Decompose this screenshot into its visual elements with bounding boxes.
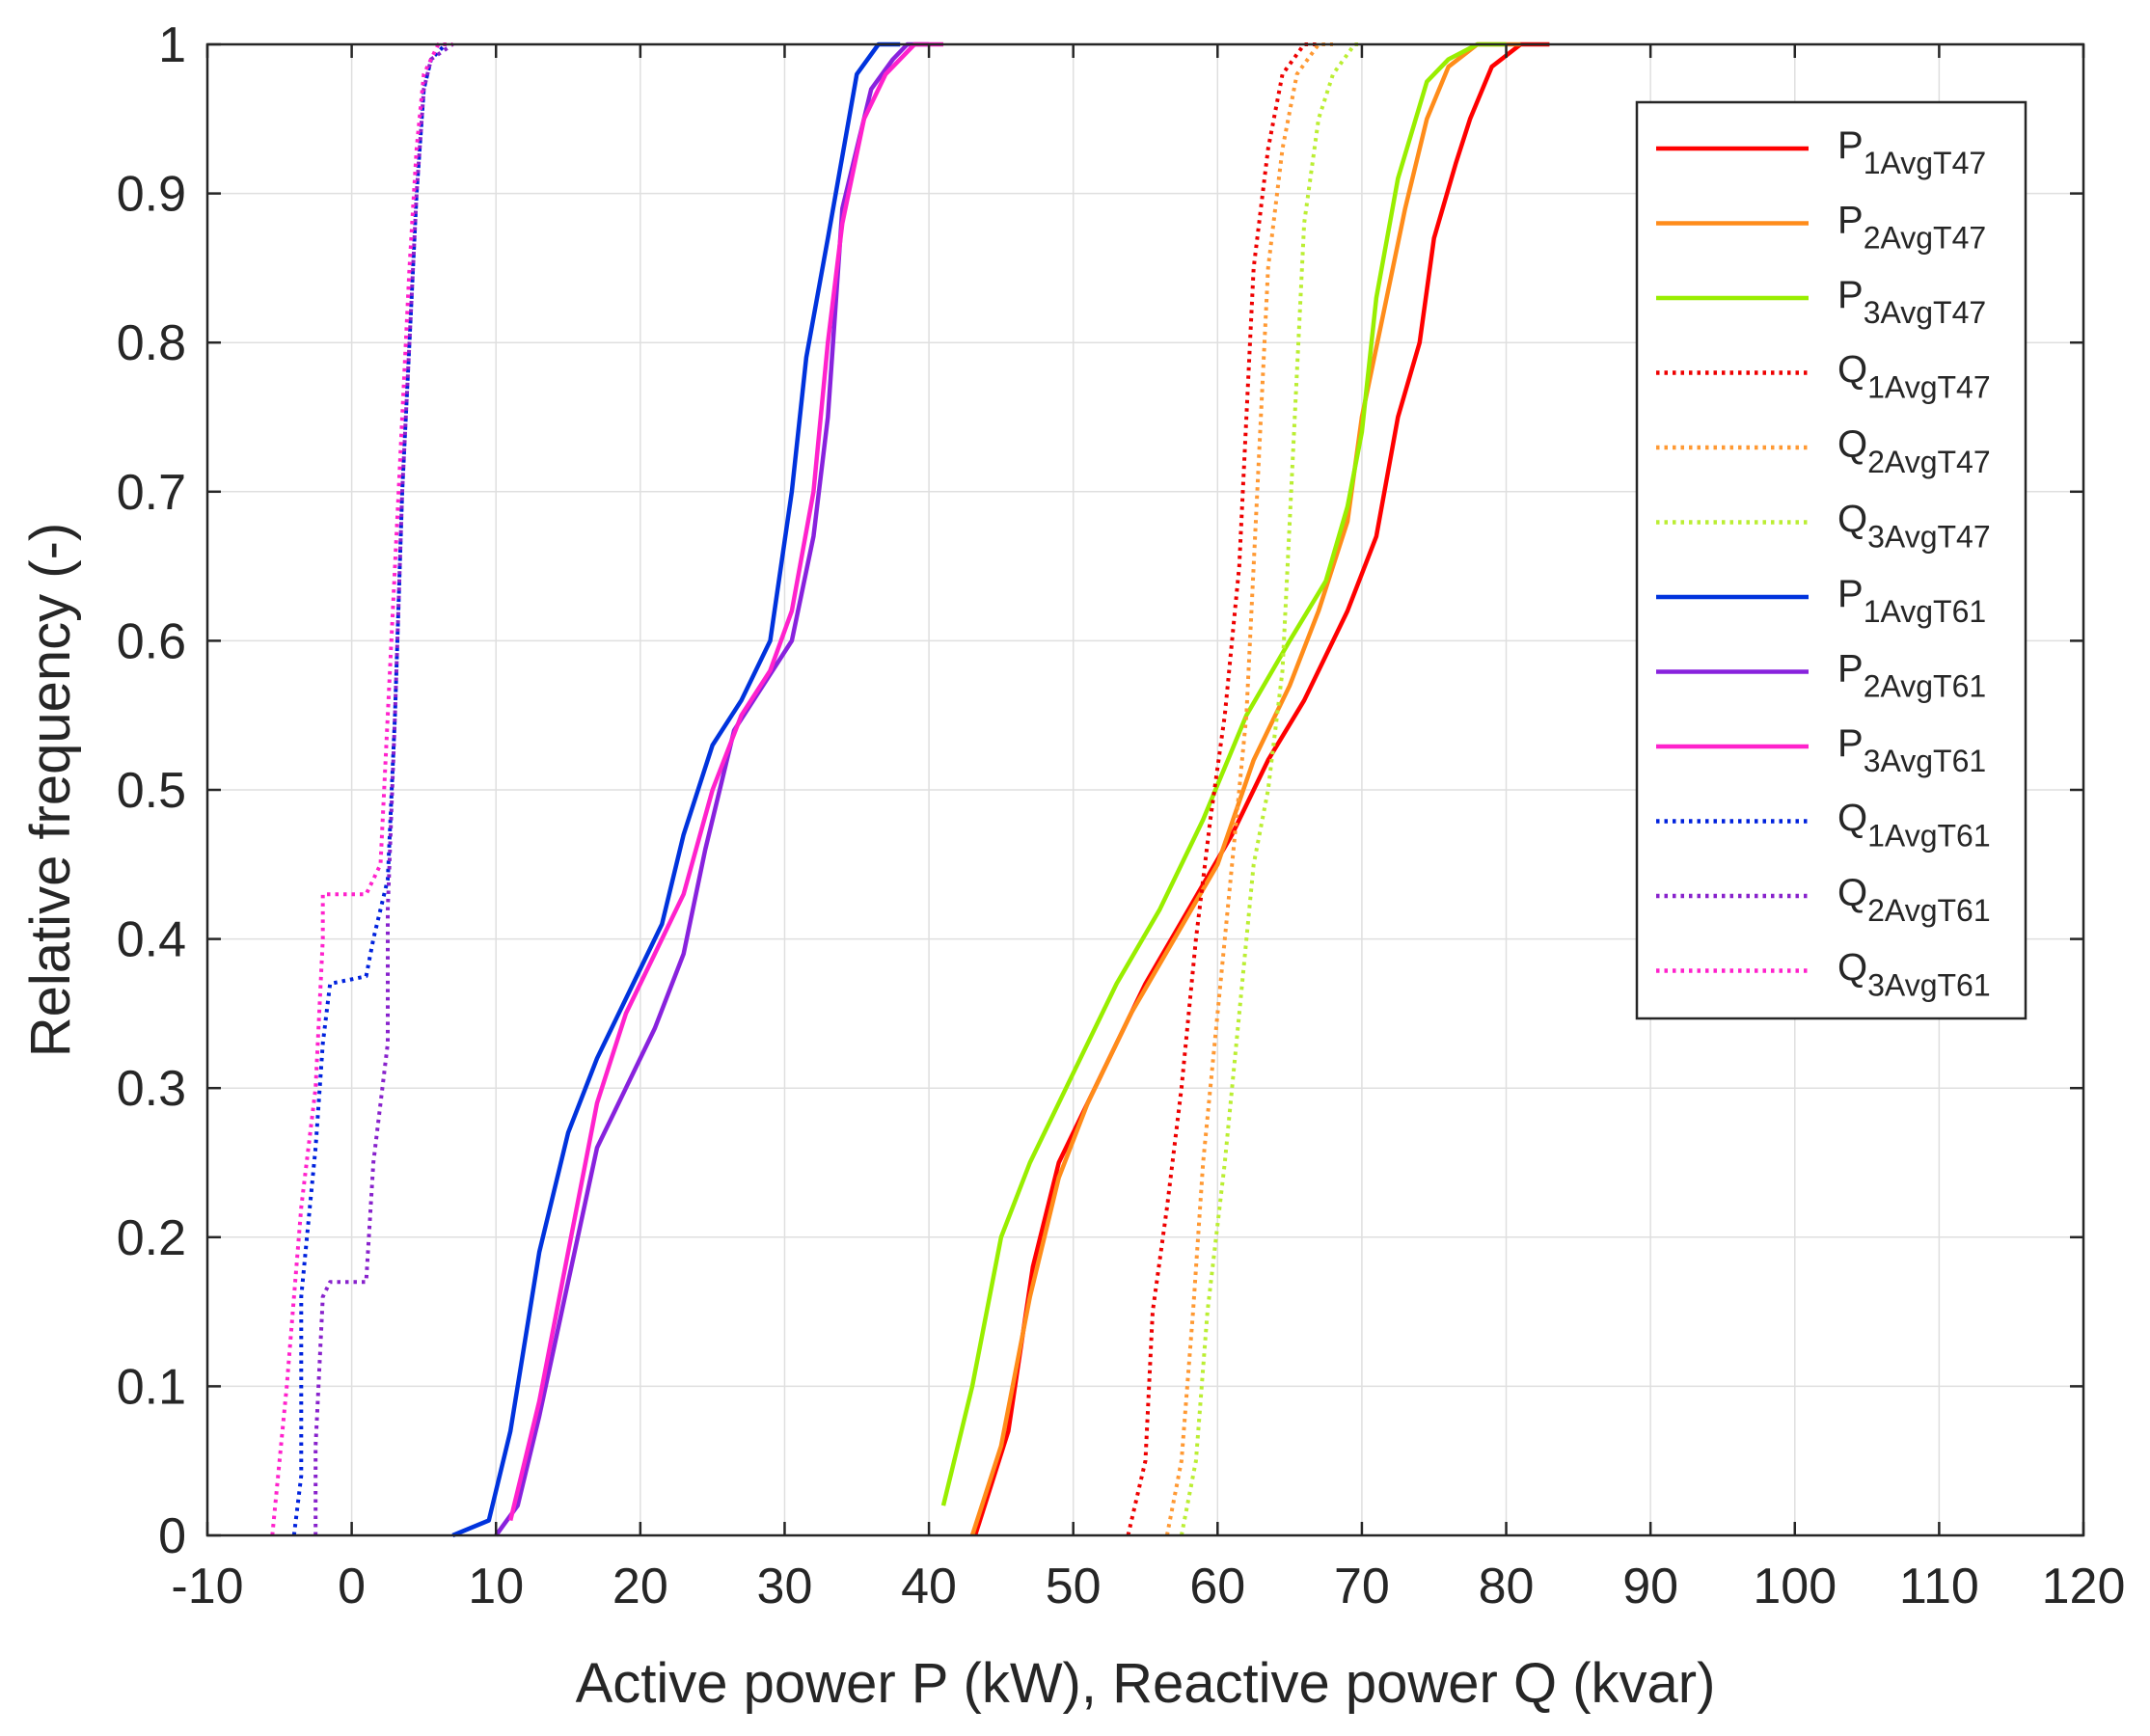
series-p1-avg-t47 bbox=[972, 41, 1550, 1536]
x-tick-label: 110 bbox=[1899, 1559, 1979, 1614]
x-tick-label: 40 bbox=[901, 1559, 957, 1614]
series-layer bbox=[270, 41, 1550, 1538]
legend-label-p3-avg-t47: P3AvgT47 bbox=[1837, 274, 1986, 330]
x-tick-label: 30 bbox=[757, 1559, 813, 1614]
legend-label-q1-avg-t61: Q1AvgT61 bbox=[1837, 798, 1991, 854]
legend-label-q3-avg-t47: Q3AvgT47 bbox=[1837, 499, 1991, 555]
y-tick-label: 0.8 bbox=[117, 315, 186, 371]
legend-label-p2-avg-t61: P2AvgT61 bbox=[1837, 648, 1986, 704]
y-tick-label: 0.9 bbox=[117, 167, 186, 223]
y-tick-label: 1 bbox=[158, 17, 186, 73]
y-tick-label: 0.1 bbox=[117, 1359, 186, 1415]
x-tick-label: 70 bbox=[1334, 1559, 1390, 1614]
tick-labels: -10 0 10 20 30 40 50 60 70 80 90 100 110 12000.10.20.… bbox=[117, 17, 2126, 1614]
y-axis-label: Relative frequency (-) bbox=[19, 523, 82, 1057]
series-q1-avg-t61 bbox=[291, 42, 448, 1536]
legend-label-p1-avg-t61: P1AvgT61 bbox=[1837, 573, 1986, 629]
legend-label-q2-avg-t47: Q2AvgT47 bbox=[1837, 423, 1991, 479]
y-tick-label: 0.2 bbox=[117, 1210, 186, 1266]
series-q3-avg-t47 bbox=[1179, 42, 1362, 1536]
series-q1-avg-t47 bbox=[1126, 42, 1319, 1536]
legend: P1AvgT47 P2AvgT47 P3AvgT47 Q1AvgT47 Q2AvgT47… bbox=[1635, 100, 2028, 1020]
series-p2-avg-t47 bbox=[969, 41, 1521, 1536]
legend-label-q3-avg-t61: Q3AvgT61 bbox=[1837, 947, 1991, 1003]
y-tick-label: 0.6 bbox=[117, 613, 186, 669]
y-tick-label: 0.5 bbox=[117, 763, 186, 819]
legend-label-p3-avg-t61: P3AvgT61 bbox=[1837, 722, 1986, 778]
x-tick-label: 60 bbox=[1189, 1559, 1245, 1614]
x-tick-label: 80 bbox=[1479, 1559, 1535, 1614]
x-tick-label: 90 bbox=[1622, 1559, 1678, 1614]
legend-label-p1-avg-t47: P1AvgT47 bbox=[1837, 124, 1986, 180]
x-tick-label: 0 bbox=[338, 1559, 366, 1614]
y-tick-label: 0.4 bbox=[117, 912, 186, 968]
x-tick-label: 120 bbox=[2042, 1559, 2126, 1614]
x-tick-label: 100 bbox=[1753, 1559, 1837, 1614]
y-tick-label: 0.7 bbox=[117, 465, 186, 521]
ticks bbox=[205, 42, 2085, 1537]
legend-label-q2-avg-t61: Q2AvgT61 bbox=[1837, 872, 1991, 928]
y-tick-label: 0 bbox=[158, 1508, 186, 1564]
x-tick-label: 20 bbox=[612, 1559, 668, 1614]
legend-label-q1-avg-t47: Q1AvgT47 bbox=[1837, 349, 1991, 405]
x-tick-label: 10 bbox=[468, 1559, 524, 1614]
series-p1-avg-t61 bbox=[451, 41, 901, 1538]
series-q2-avg-t61 bbox=[313, 42, 454, 1535]
x-tick-label: -10 bbox=[171, 1559, 243, 1614]
x-axis-label: Active power P (kW), Reactive power Q (k… bbox=[576, 1652, 1716, 1715]
series-p3-avg-t47 bbox=[940, 41, 1507, 1506]
series-p3-avg-t61 bbox=[508, 41, 943, 1522]
legend-label-p2-avg-t47: P2AvgT47 bbox=[1837, 200, 1986, 256]
y-tick-label: 0.3 bbox=[117, 1061, 186, 1117]
legend-box bbox=[1635, 100, 2028, 1020]
x-tick-label: 50 bbox=[1046, 1559, 1102, 1614]
